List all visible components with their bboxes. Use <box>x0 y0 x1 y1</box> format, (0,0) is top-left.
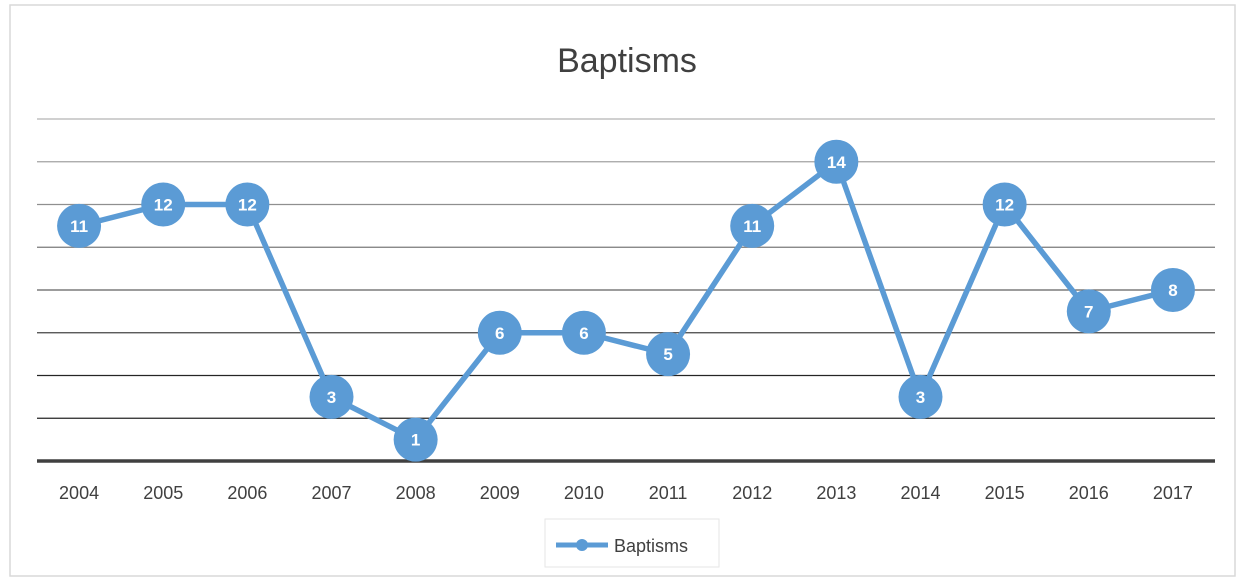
x-tick-label: 2014 <box>900 483 940 503</box>
data-label: 3 <box>916 388 925 407</box>
data-point <box>225 182 270 227</box>
data-point <box>561 310 606 355</box>
data-label: 14 <box>827 153 846 172</box>
data-label: 12 <box>238 196 257 215</box>
data-label: 8 <box>1168 281 1177 300</box>
x-tick-label: 2012 <box>732 483 772 503</box>
legend-label: Baptisms <box>614 536 688 556</box>
x-axis: 2004 2005 2006 2007 2008 2009 2010 2011 2012 2013… <box>37 459 1215 503</box>
x-tick-label: 2017 <box>1153 483 1193 503</box>
series-line <box>76 159 1176 443</box>
x-tick-label: 2005 <box>143 483 183 503</box>
data-point <box>309 374 354 419</box>
data-point <box>1150 268 1195 312</box>
data-labels: 11 12 12 3 1 6 6 5 11 14 3 12 7 8 <box>70 153 1178 450</box>
data-label: 5 <box>663 345 672 364</box>
data-point <box>898 374 943 419</box>
x-tick-label: 2013 <box>816 483 856 503</box>
data-label: 1 <box>411 431 420 450</box>
x-tick-label: 2007 <box>311 483 351 503</box>
series-baptisms <box>57 139 1195 462</box>
data-point <box>141 182 186 227</box>
x-tick-label: 2015 <box>985 483 1025 503</box>
data-label: 6 <box>495 324 504 343</box>
gridlines <box>37 118 1215 419</box>
data-point <box>730 203 775 248</box>
x-tick-label: 2004 <box>59 483 99 503</box>
data-label: 6 <box>579 324 588 343</box>
x-tick-label: 2011 <box>649 483 688 503</box>
chart-title: Baptisms <box>557 42 697 80</box>
x-tick-label: 2009 <box>480 483 520 503</box>
data-point <box>982 182 1027 227</box>
data-point <box>814 139 859 184</box>
data-point <box>393 417 438 462</box>
data-point <box>646 332 691 377</box>
data-point <box>1066 289 1111 334</box>
legend: Baptisms <box>544 518 720 568</box>
x-tick-label: 2010 <box>564 483 604 503</box>
data-label: 7 <box>1084 302 1093 321</box>
data-point <box>477 310 522 355</box>
data-label: 12 <box>154 196 173 215</box>
x-tick-label: 2016 <box>1069 483 1109 503</box>
x-tick-label: 2008 <box>396 483 436 503</box>
data-label: 11 <box>70 217 88 236</box>
data-point <box>57 203 102 248</box>
data-label: 12 <box>995 196 1014 215</box>
data-label: 3 <box>327 388 336 407</box>
data-label: 11 <box>743 217 761 236</box>
x-tick-label: 2006 <box>227 483 267 503</box>
legend-marker-swatch <box>576 539 588 551</box>
